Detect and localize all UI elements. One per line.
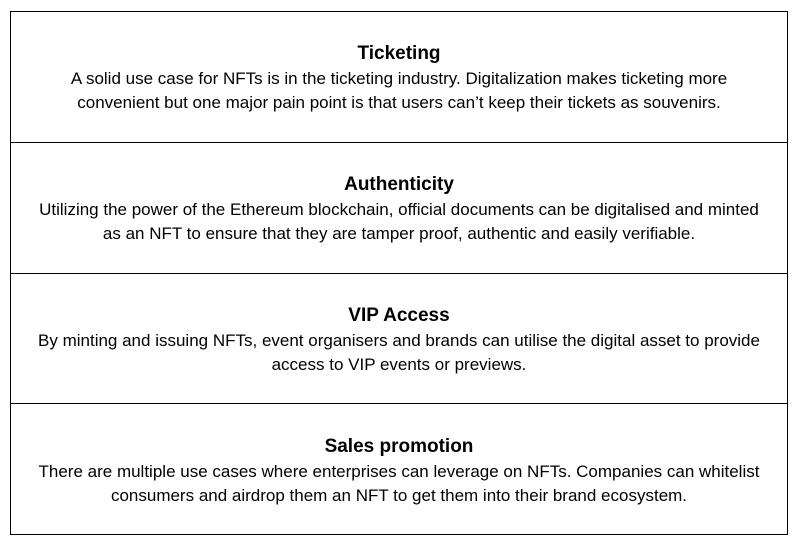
section-body: There are multiple use cases where enter… — [38, 461, 760, 505]
section-title: Ticketing — [357, 43, 441, 65]
section-body: Utilizing the power of the Ethereum bloc… — [39, 200, 759, 244]
section-sales-promotion: Sales promotion There are multiple use c… — [11, 403, 787, 534]
section-body: By minting and issuing NFTs, event organ… — [38, 330, 760, 374]
use-cases-table: Ticketing A solid use case for NFTs is i… — [10, 11, 788, 535]
section-title: Sales promotion — [324, 435, 474, 457]
section-title: Authenticity — [344, 174, 454, 196]
section-vip-access: VIP Access By minting and issuing NFTs, … — [11, 272, 787, 404]
section-body: A solid use case for NFTs is in the tick… — [70, 69, 728, 113]
section-title: VIP Access — [348, 304, 450, 326]
section-ticketing: Ticketing A solid use case for NFTs is i… — [11, 12, 787, 142]
section-authenticity: Authenticity Utilizing the power of the … — [11, 141, 787, 273]
